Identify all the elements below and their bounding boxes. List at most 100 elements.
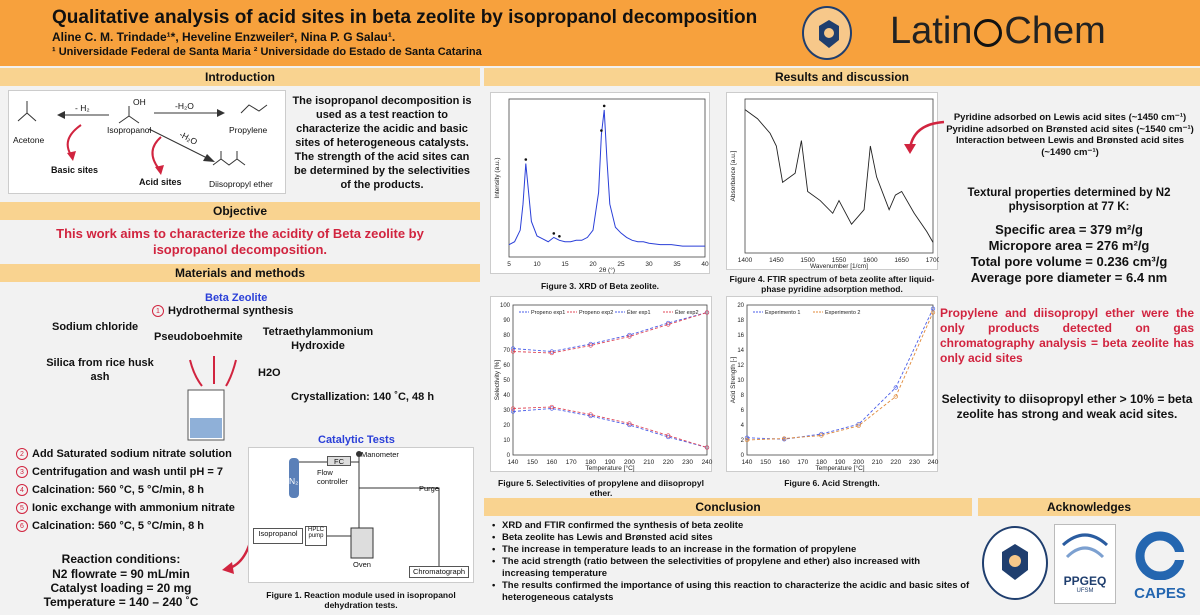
x-tick-label: 220 (663, 459, 674, 466)
x-tick-label: 200 (624, 459, 635, 466)
n2-label: N₂ (289, 476, 299, 486)
pore-diameter: Average pore diameter = 6.4 nm (970, 270, 1168, 285)
minus-h2o-label-1: -H₂O (175, 101, 194, 111)
data-point (549, 404, 554, 410)
x-tick-label: 140 (508, 459, 519, 466)
series-line (512, 312, 708, 352)
cond-flowrate: N2 flowrate = 90 mL/min (52, 567, 190, 581)
figure-5-caption: Figure 5. Selectivities of propylene and… (498, 478, 704, 498)
data-point (627, 422, 632, 428)
brand-suffix: Chem (1004, 10, 1106, 52)
ftir-notes: Pyridine adsorbed on Lewis acid sites (~… (942, 112, 1198, 158)
selectivity-text: Selectivity to diisopropyl ether > 10% =… (941, 392, 1193, 421)
y-axis-label: Intensity (a.u.) (494, 157, 501, 198)
data-point (588, 343, 593, 348)
data-point (704, 310, 710, 315)
plot-frame (746, 304, 934, 456)
step-number-3: 3 (16, 466, 28, 479)
x-tick-label: 5 (507, 261, 511, 268)
basic-sites-label: Basic sites (51, 165, 99, 175)
figure-6-caption: Figure 6. Acid Strength. (784, 478, 880, 488)
textural-title: Textural properties determined by N2 phy… (967, 187, 1171, 213)
data-point (893, 385, 898, 390)
x-tick-label: 190 (835, 459, 846, 466)
section-objective: Objective (0, 202, 480, 220)
step-number-6: 6 (16, 520, 28, 533)
x-axis-label: Temperature [°C] (585, 464, 634, 472)
data-point (627, 332, 632, 338)
textural-values: Specific area = 379 m²/g Micropore area … (944, 222, 1194, 286)
y-tick-label: 14 (737, 348, 744, 354)
x-tick-label: 180 (585, 459, 596, 466)
silica: Silica from rice husk ash (46, 357, 154, 383)
step-5-label: Ionic exchange with ammonium nitrate (32, 502, 235, 514)
legend-entry: Éter exp2 (675, 309, 699, 316)
section-introduction: Introduction (0, 68, 480, 86)
peak-marker (600, 129, 603, 132)
x-tick-label: 170 (566, 459, 577, 466)
data-point (510, 349, 516, 354)
series-line (512, 312, 708, 354)
step-5: 5 Ionic exchange with ammonium nitrate (16, 502, 235, 515)
y-tick-label: 18 (737, 318, 744, 324)
x-tick-label: 180 (816, 459, 827, 466)
x-tick-label: 170 (797, 459, 808, 466)
y-axis-label: Absorbance [a.u.] (730, 150, 737, 201)
x-tick-label: 240 (928, 459, 939, 466)
data-point (704, 445, 710, 450)
hplc-box: HPLC pump (305, 526, 327, 546)
series-line (508, 109, 705, 247)
x-axis-label: 2θ (°) (599, 266, 615, 274)
synthesis-flask (187, 356, 237, 441)
conclusion-item: Beta zeolite has Lewis and Brønsted acid… (492, 532, 970, 544)
teah: Tetraethylammonium Hydroxide (262, 326, 374, 352)
latinchem-logo: Latin Chem (890, 10, 1106, 53)
data-point (510, 406, 516, 411)
series-line (746, 308, 934, 440)
plot-frame (512, 304, 708, 456)
objective-text: This work aims to characterize the acidi… (56, 226, 424, 257)
data-point (549, 350, 554, 356)
h2o: H2O (258, 367, 281, 379)
x-tick-label: 230 (909, 459, 920, 466)
y-tick-label: 16 (737, 333, 744, 339)
ppgeq-logo: PPGEQ UFSM (1054, 524, 1116, 604)
capes-logo: CAPES (1124, 530, 1196, 606)
data-point (666, 320, 671, 326)
y-tick-label: 60 (503, 363, 510, 369)
x-tick-label: 160 (779, 459, 790, 466)
data-point (744, 437, 750, 443)
oven-label: Oven (353, 560, 371, 569)
data-point (510, 409, 516, 414)
acid-strength-chart: 140 150 160 170 180 190 200 210 220 230 240 0 2 4 6 8 10… (726, 296, 939, 472)
peak-marker (524, 158, 528, 161)
figure-3-caption: Figure 3. XRD of Beta zeolite. (540, 281, 660, 291)
y-tick-label: 50 (503, 378, 510, 384)
y-tick-label: 10 (503, 438, 510, 444)
conclusion-item: The increase in temperature leads to an … (492, 544, 970, 556)
section-acknowledges: Acknowledges (978, 498, 1200, 516)
selectivity-chart: 140 150 160 170 180 190 200 210 220 230 240 0 10 20 30… (490, 296, 713, 472)
legend-entry: Propeno exp1 (531, 310, 565, 316)
data-point (588, 413, 593, 419)
ppgeq-sub: UFSM (1076, 588, 1094, 594)
ftir-note-bronsted: Pyridine adsorbed on Brønsted acid sites… (946, 123, 1194, 135)
data-point (549, 406, 554, 411)
legend-entry: Experimento 2 (825, 310, 860, 316)
ufsm-seal-logo (802, 6, 852, 60)
data-point (588, 412, 593, 417)
conclusion-item: XRD and FTIR confirmed the synthesis of … (492, 520, 970, 532)
reaction-module: FC N₂ Flow controller Manometer Purge Is… (248, 447, 474, 583)
reaction-scheme: Acetone OH Isopropanol Propylene Diisopr… (8, 90, 286, 194)
conclusion-item: The results confirmed the importance of … (492, 580, 970, 604)
x-tick-label: 210 (872, 459, 883, 466)
ether-label: Diisopropyl ether (209, 179, 273, 189)
x-tick-label: 1500 (800, 257, 815, 264)
peak-marker (552, 232, 556, 235)
y-axis-label: Acid Strength [-] (730, 357, 737, 404)
x-tick-label: 1650 (894, 257, 909, 264)
y-tick-label: 12 (737, 363, 744, 369)
fc-box: FC (327, 456, 351, 466)
ufsm-seal-logo-small (982, 526, 1048, 600)
x-tick-label: 210 (643, 459, 654, 466)
